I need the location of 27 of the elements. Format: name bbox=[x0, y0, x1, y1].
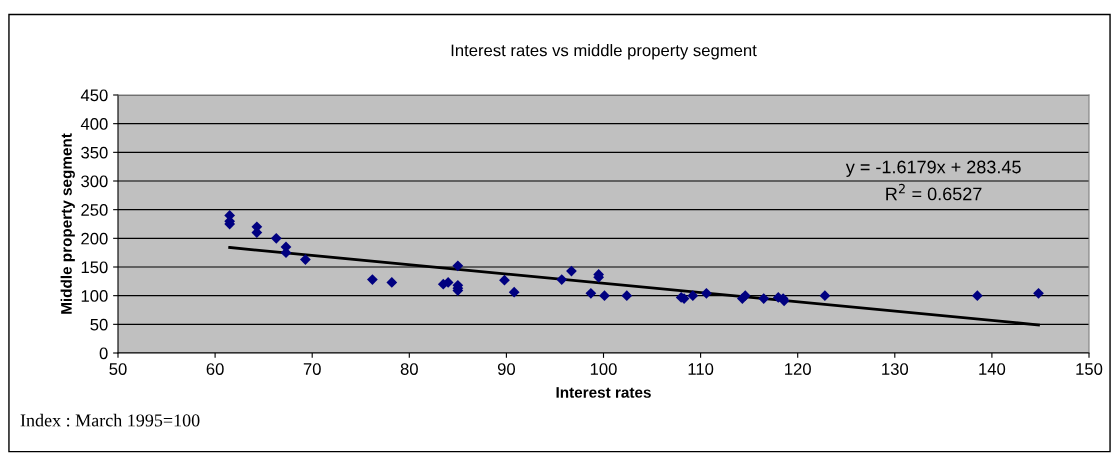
x-tick-label: 120 bbox=[785, 363, 811, 375]
y-tick-label: 450 bbox=[80, 89, 108, 102]
x-tick-label: 70 bbox=[303, 363, 321, 375]
annotation: y = -1.6179x + 283.45 bbox=[845, 160, 1021, 177]
y-tick-label: 300 bbox=[81, 175, 108, 188]
x-tick-label: 140 bbox=[979, 363, 1006, 375]
chart-title: Interest rates vs middle property segment bbox=[451, 44, 757, 60]
y-axis-title: Middle property segment bbox=[60, 133, 75, 314]
x-tick-label: 90 bbox=[497, 363, 516, 375]
y-tick-label: 400 bbox=[80, 118, 108, 130]
y-tick-label: 50 bbox=[90, 318, 108, 331]
x-tick-label: 50 bbox=[109, 363, 127, 375]
text: Index : March 1995=100 bbox=[20, 413, 200, 427]
y-tick-label: 250 bbox=[81, 204, 108, 216]
y-tick-label: 100 bbox=[81, 290, 108, 302]
x-tick-label: 100 bbox=[590, 363, 617, 375]
x-tick-label: 150 bbox=[1076, 363, 1103, 375]
x-tick-label: 80 bbox=[400, 363, 418, 375]
x-tick-label: 60 bbox=[206, 363, 224, 375]
y-tick-label: 200 bbox=[81, 232, 108, 245]
x-axis-title: Interest rates bbox=[556, 387, 651, 398]
y-tick-label: 0 bbox=[99, 347, 108, 360]
y-tick-label: 350 bbox=[81, 146, 108, 159]
x-tick-label: 110 bbox=[688, 363, 714, 375]
annotation: R$^{2}$ = 0.6527 bbox=[886, 183, 982, 201]
x-tick-label: 130 bbox=[882, 363, 909, 375]
y-tick-label: 150 bbox=[81, 261, 108, 274]
